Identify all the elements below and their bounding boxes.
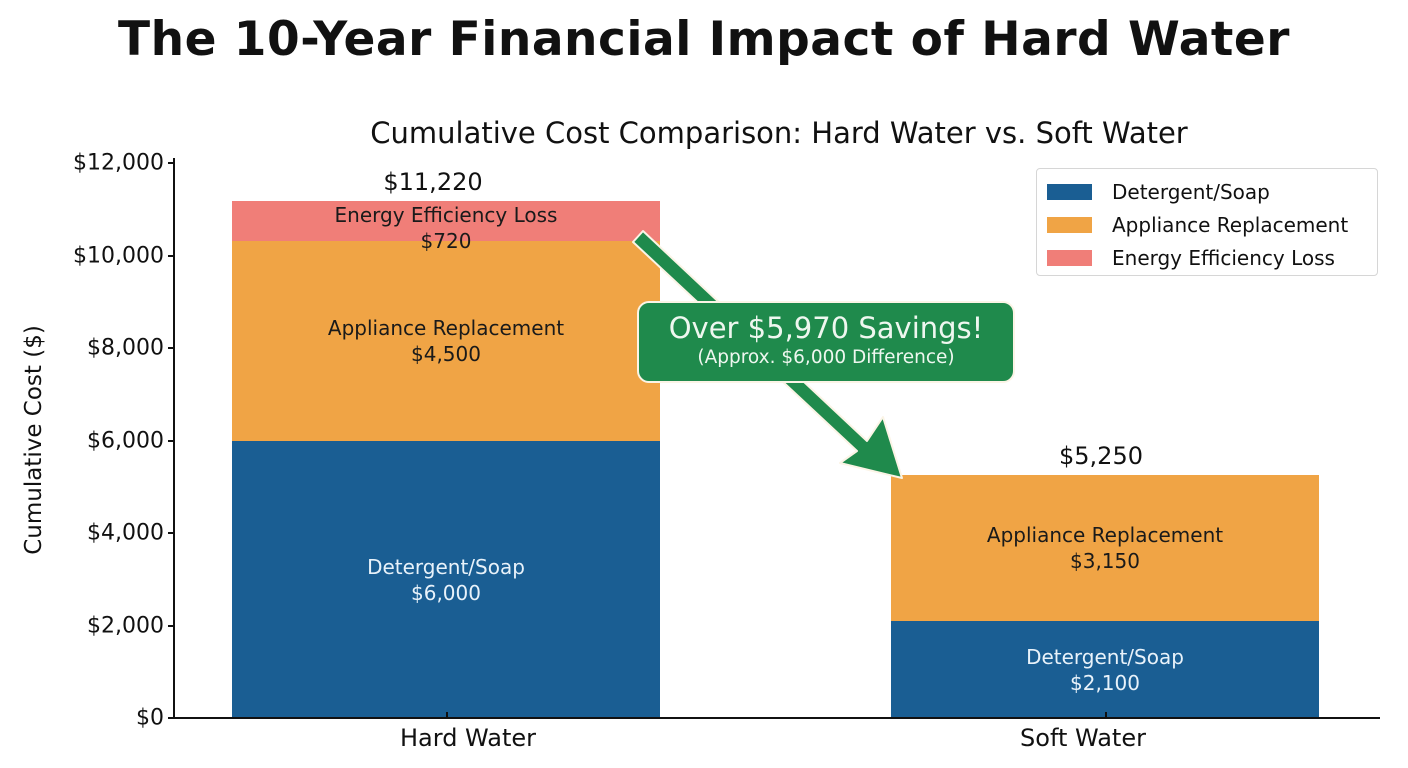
- bar-segment-soft-detergent: Detergent/Soap $2,100: [891, 621, 1319, 718]
- y-tick-label: $8,000: [87, 335, 164, 361]
- bar-total-soft: $5,250: [1059, 442, 1143, 470]
- x-axis-line: [173, 717, 1380, 719]
- legend-label: Detergent/Soap: [1112, 179, 1270, 204]
- bar-segment-soft-appliance: Appliance Replacement $3,150: [891, 475, 1319, 621]
- y-tick-mark: [168, 347, 174, 349]
- y-tick-label: $4,000: [87, 520, 164, 546]
- segment-name: Energy Efficiency Loss: [334, 203, 558, 227]
- chart-title: Cumulative Cost Comparison: Hard Water v…: [370, 116, 1188, 150]
- segment-value: $4,500: [411, 342, 481, 366]
- segment-name: Appliance Replacement: [986, 523, 1224, 547]
- legend-item-energy: Energy Efficiency Loss: [1047, 241, 1367, 274]
- y-tick-label: $6,000: [87, 428, 164, 454]
- y-tick-mark: [168, 625, 174, 627]
- x-tick-mark: [1105, 712, 1107, 718]
- segment-value: $2,100: [1070, 670, 1140, 695]
- callout-sub-text: (Approx. $6,000 Difference): [697, 347, 955, 368]
- legend-item-detergent: Detergent/Soap: [1047, 175, 1367, 208]
- bar-segment-hard-detergent: Detergent/Soap $6,000: [232, 441, 660, 718]
- segment-value: $3,150: [1070, 549, 1140, 573]
- legend-swatch: [1047, 216, 1092, 233]
- y-tick-label: $10,000: [73, 243, 164, 269]
- x-tick-mark: [446, 712, 448, 718]
- x-tick-label-soft: Soft Water: [1020, 724, 1146, 752]
- y-tick-mark: [168, 717, 174, 719]
- y-tick-mark: [168, 532, 174, 534]
- segment-name: Detergent/Soap: [1026, 644, 1184, 669]
- legend-label: Energy Efficiency Loss: [1112, 245, 1335, 270]
- y-tick-mark: [168, 162, 174, 164]
- y-tick-label: $2,000: [87, 613, 164, 639]
- x-tick-label-hard: Hard Water: [399, 724, 537, 752]
- y-tick-label: $0: [136, 705, 164, 731]
- segment-name: Appliance Replacement: [327, 316, 565, 340]
- bar-segment-hard-energy: Energy Efficiency Loss $720: [232, 201, 660, 253]
- segment-value: $6,000: [411, 580, 481, 605]
- segment-name: Detergent/Soap: [367, 554, 525, 579]
- legend: Detergent/Soap Appliance Replacement Ene…: [1036, 168, 1378, 276]
- legend-swatch: [1047, 183, 1092, 200]
- bar-total-hard: $11,220: [383, 168, 483, 196]
- y-tick-label: $12,000: [73, 150, 164, 176]
- legend-label: Appliance Replacement: [1112, 212, 1349, 237]
- legend-swatch: [1047, 249, 1092, 266]
- legend-item-appliance: Appliance Replacement: [1047, 208, 1367, 241]
- page-title: The 10-Year Financial Impact of Hard Wat…: [118, 12, 1290, 67]
- callout-main-text: Over $5,970 Savings!: [668, 311, 984, 345]
- segment-value: $720: [420, 229, 472, 253]
- y-axis-line: [173, 158, 175, 719]
- savings-callout: Over $5,970 Savings! (Approx. $6,000 Dif…: [637, 301, 1015, 383]
- y-tick-mark: [168, 255, 174, 257]
- y-tick-mark: [168, 440, 174, 442]
- bar-segment-hard-appliance: Appliance Replacement $4,500: [232, 241, 660, 441]
